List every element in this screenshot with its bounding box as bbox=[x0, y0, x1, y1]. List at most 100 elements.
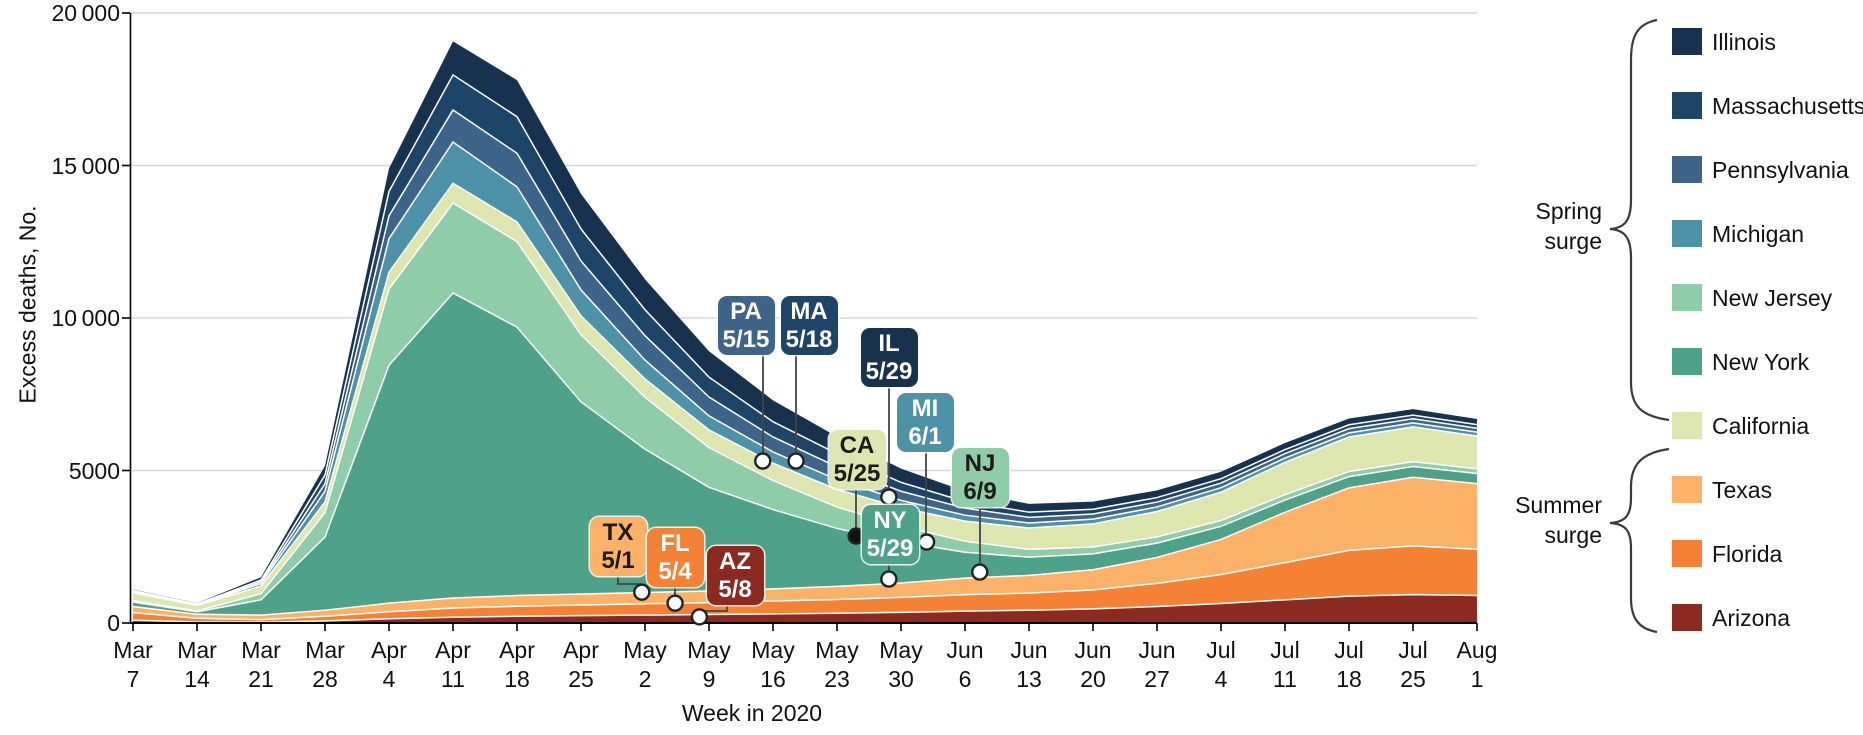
y-tick-label-5000: 5000 bbox=[68, 457, 120, 484]
band-separator bbox=[132, 292, 1478, 613]
x-tick-month: May bbox=[623, 637, 667, 663]
x-tick-label-12: May 30 bbox=[859, 636, 943, 694]
reopen-badge-ca: CA 5/25 bbox=[828, 430, 886, 489]
x-tick-day: 11 bbox=[441, 666, 465, 692]
legend-swatch bbox=[1672, 540, 1702, 567]
badge-date: 5/15 bbox=[722, 325, 770, 353]
reopen-badge-tx: TX 5/1 bbox=[589, 517, 647, 576]
x-tick-month: Jul bbox=[1334, 637, 1364, 663]
summer-surge-brace bbox=[1609, 447, 1670, 634]
badge-state-code: NY bbox=[873, 506, 907, 534]
x-tick-label-15: Jun 20 bbox=[1051, 636, 1135, 694]
x-tick-month: Apr bbox=[499, 637, 535, 663]
legend-swatch bbox=[1672, 284, 1702, 311]
legend-item-florida bbox=[1672, 540, 1702, 567]
spring-surge-brace bbox=[1609, 18, 1670, 422]
x-tick-label-10: May 16 bbox=[731, 636, 815, 694]
reopen-dot-fl bbox=[666, 594, 684, 612]
x-tick-day: 21 bbox=[248, 666, 274, 692]
legend-label: New York bbox=[1712, 349, 1810, 375]
band-separator bbox=[132, 593, 1478, 623]
legend-swatch bbox=[1672, 476, 1702, 503]
summer-surge-line1: Summer bbox=[1515, 492, 1602, 518]
x-tick-month: Mar bbox=[177, 637, 217, 663]
reopen-badge-az: AZ 5/8 bbox=[706, 546, 764, 605]
band-tx bbox=[133, 477, 1477, 620]
x-tick-month: Jul bbox=[1398, 637, 1428, 663]
legend-item-new-york bbox=[1672, 348, 1702, 375]
x-tick-month: May bbox=[751, 637, 795, 663]
y-tick-label-20000: 20 000 bbox=[51, 0, 120, 26]
x-tick-label-20: Jul 25 bbox=[1371, 636, 1455, 694]
legend-item-new-jersey bbox=[1672, 284, 1702, 311]
x-tick-month: Mar bbox=[113, 637, 153, 663]
band-fl bbox=[133, 545, 1477, 623]
band-separator bbox=[132, 140, 1478, 606]
x-tick-label-0: Mar 7 bbox=[91, 636, 175, 694]
reopen-badge-mi: MI 6/1 bbox=[896, 393, 954, 452]
legend-swatch bbox=[1672, 220, 1702, 247]
badge-date: 5/18 bbox=[785, 325, 833, 353]
legend-item-california bbox=[1672, 412, 1702, 439]
x-tick-day: 30 bbox=[888, 666, 914, 692]
badge-date: 5/8 bbox=[718, 575, 752, 603]
legend-label: Arizona bbox=[1712, 605, 1790, 631]
x-tick-month: May bbox=[687, 637, 731, 663]
x-tick-month: May bbox=[879, 637, 923, 663]
legend-label: Florida bbox=[1712, 541, 1783, 567]
x-tick-day: 20 bbox=[1080, 666, 1106, 692]
x-tick-day: 16 bbox=[760, 666, 786, 692]
legend-swatch bbox=[1672, 604, 1702, 631]
band-az bbox=[133, 594, 1477, 623]
x-tick-day: 4 bbox=[1214, 666, 1228, 692]
x-tick-label-1: Mar 14 bbox=[155, 636, 239, 694]
x-tick-month: Jun bbox=[1074, 637, 1112, 663]
legend-item-michigan bbox=[1672, 220, 1702, 247]
badge-state-code: MA bbox=[790, 297, 828, 325]
reopen-badge-ma: MA 5/18 bbox=[780, 296, 838, 355]
badge-date: 6/1 bbox=[908, 422, 942, 450]
reopen-badge-ny: NY 5/29 bbox=[861, 505, 919, 564]
legend-item-massachusetts bbox=[1672, 92, 1702, 119]
badge-date: 5/29 bbox=[865, 357, 913, 385]
summer-surge-label: Summer surge bbox=[1478, 490, 1602, 550]
x-axis-title: Week in 2020 bbox=[681, 700, 823, 726]
reopen-dot-nj bbox=[971, 563, 989, 581]
x-tick-day: 9 bbox=[702, 666, 716, 692]
reopen-badge-il: IL 5/29 bbox=[860, 328, 918, 387]
reopen-badge-nj: NJ 6/9 bbox=[951, 448, 1009, 507]
spring-surge-label: Spring surge bbox=[1478, 196, 1602, 256]
x-tick-day: 25 bbox=[568, 666, 594, 692]
x-tick-label-3: Mar 28 bbox=[283, 636, 367, 694]
x-tick-month: Apr bbox=[435, 637, 471, 663]
legend-label: New Jersey bbox=[1712, 285, 1833, 311]
badge-state-code: IL bbox=[878, 329, 900, 357]
band-separator bbox=[132, 73, 1478, 605]
reopen-dot-il bbox=[880, 488, 898, 506]
x-tick-month: Jul bbox=[1270, 637, 1300, 663]
x-tick-day: 18 bbox=[1336, 666, 1362, 692]
spring-surge-line2: surge bbox=[1544, 228, 1602, 254]
x-tick-day: 7 bbox=[126, 666, 140, 692]
x-tick-day: 4 bbox=[382, 666, 396, 692]
x-tick-label-17: Jul 4 bbox=[1179, 636, 1263, 694]
x-tick-label-2: Mar 21 bbox=[219, 636, 303, 694]
legend-label: Michigan bbox=[1712, 221, 1805, 247]
badge-date: 5/4 bbox=[658, 557, 692, 585]
legend-label: Massachusetts bbox=[1712, 93, 1863, 119]
spring-surge-line1: Spring bbox=[1535, 198, 1602, 224]
legend-item-pennsylvania bbox=[1672, 156, 1702, 183]
x-tick-label-6: Apr 18 bbox=[475, 636, 559, 694]
x-tick-label-8: May 2 bbox=[603, 636, 687, 694]
reopen-badge-pa: PA 5/15 bbox=[717, 296, 775, 355]
x-tick-day: 14 bbox=[184, 666, 210, 692]
x-tick-day: 2 bbox=[638, 666, 652, 692]
badge-date: 5/29 bbox=[866, 534, 914, 562]
legend-swatch bbox=[1672, 156, 1702, 183]
reopen-dot-ny bbox=[880, 570, 898, 588]
badge-date: 5/1 bbox=[601, 546, 635, 574]
y-tick-label-0: 0 bbox=[107, 610, 120, 636]
badge-state-code: NJ bbox=[964, 449, 996, 477]
x-tick-label-7: Apr 25 bbox=[539, 636, 623, 694]
